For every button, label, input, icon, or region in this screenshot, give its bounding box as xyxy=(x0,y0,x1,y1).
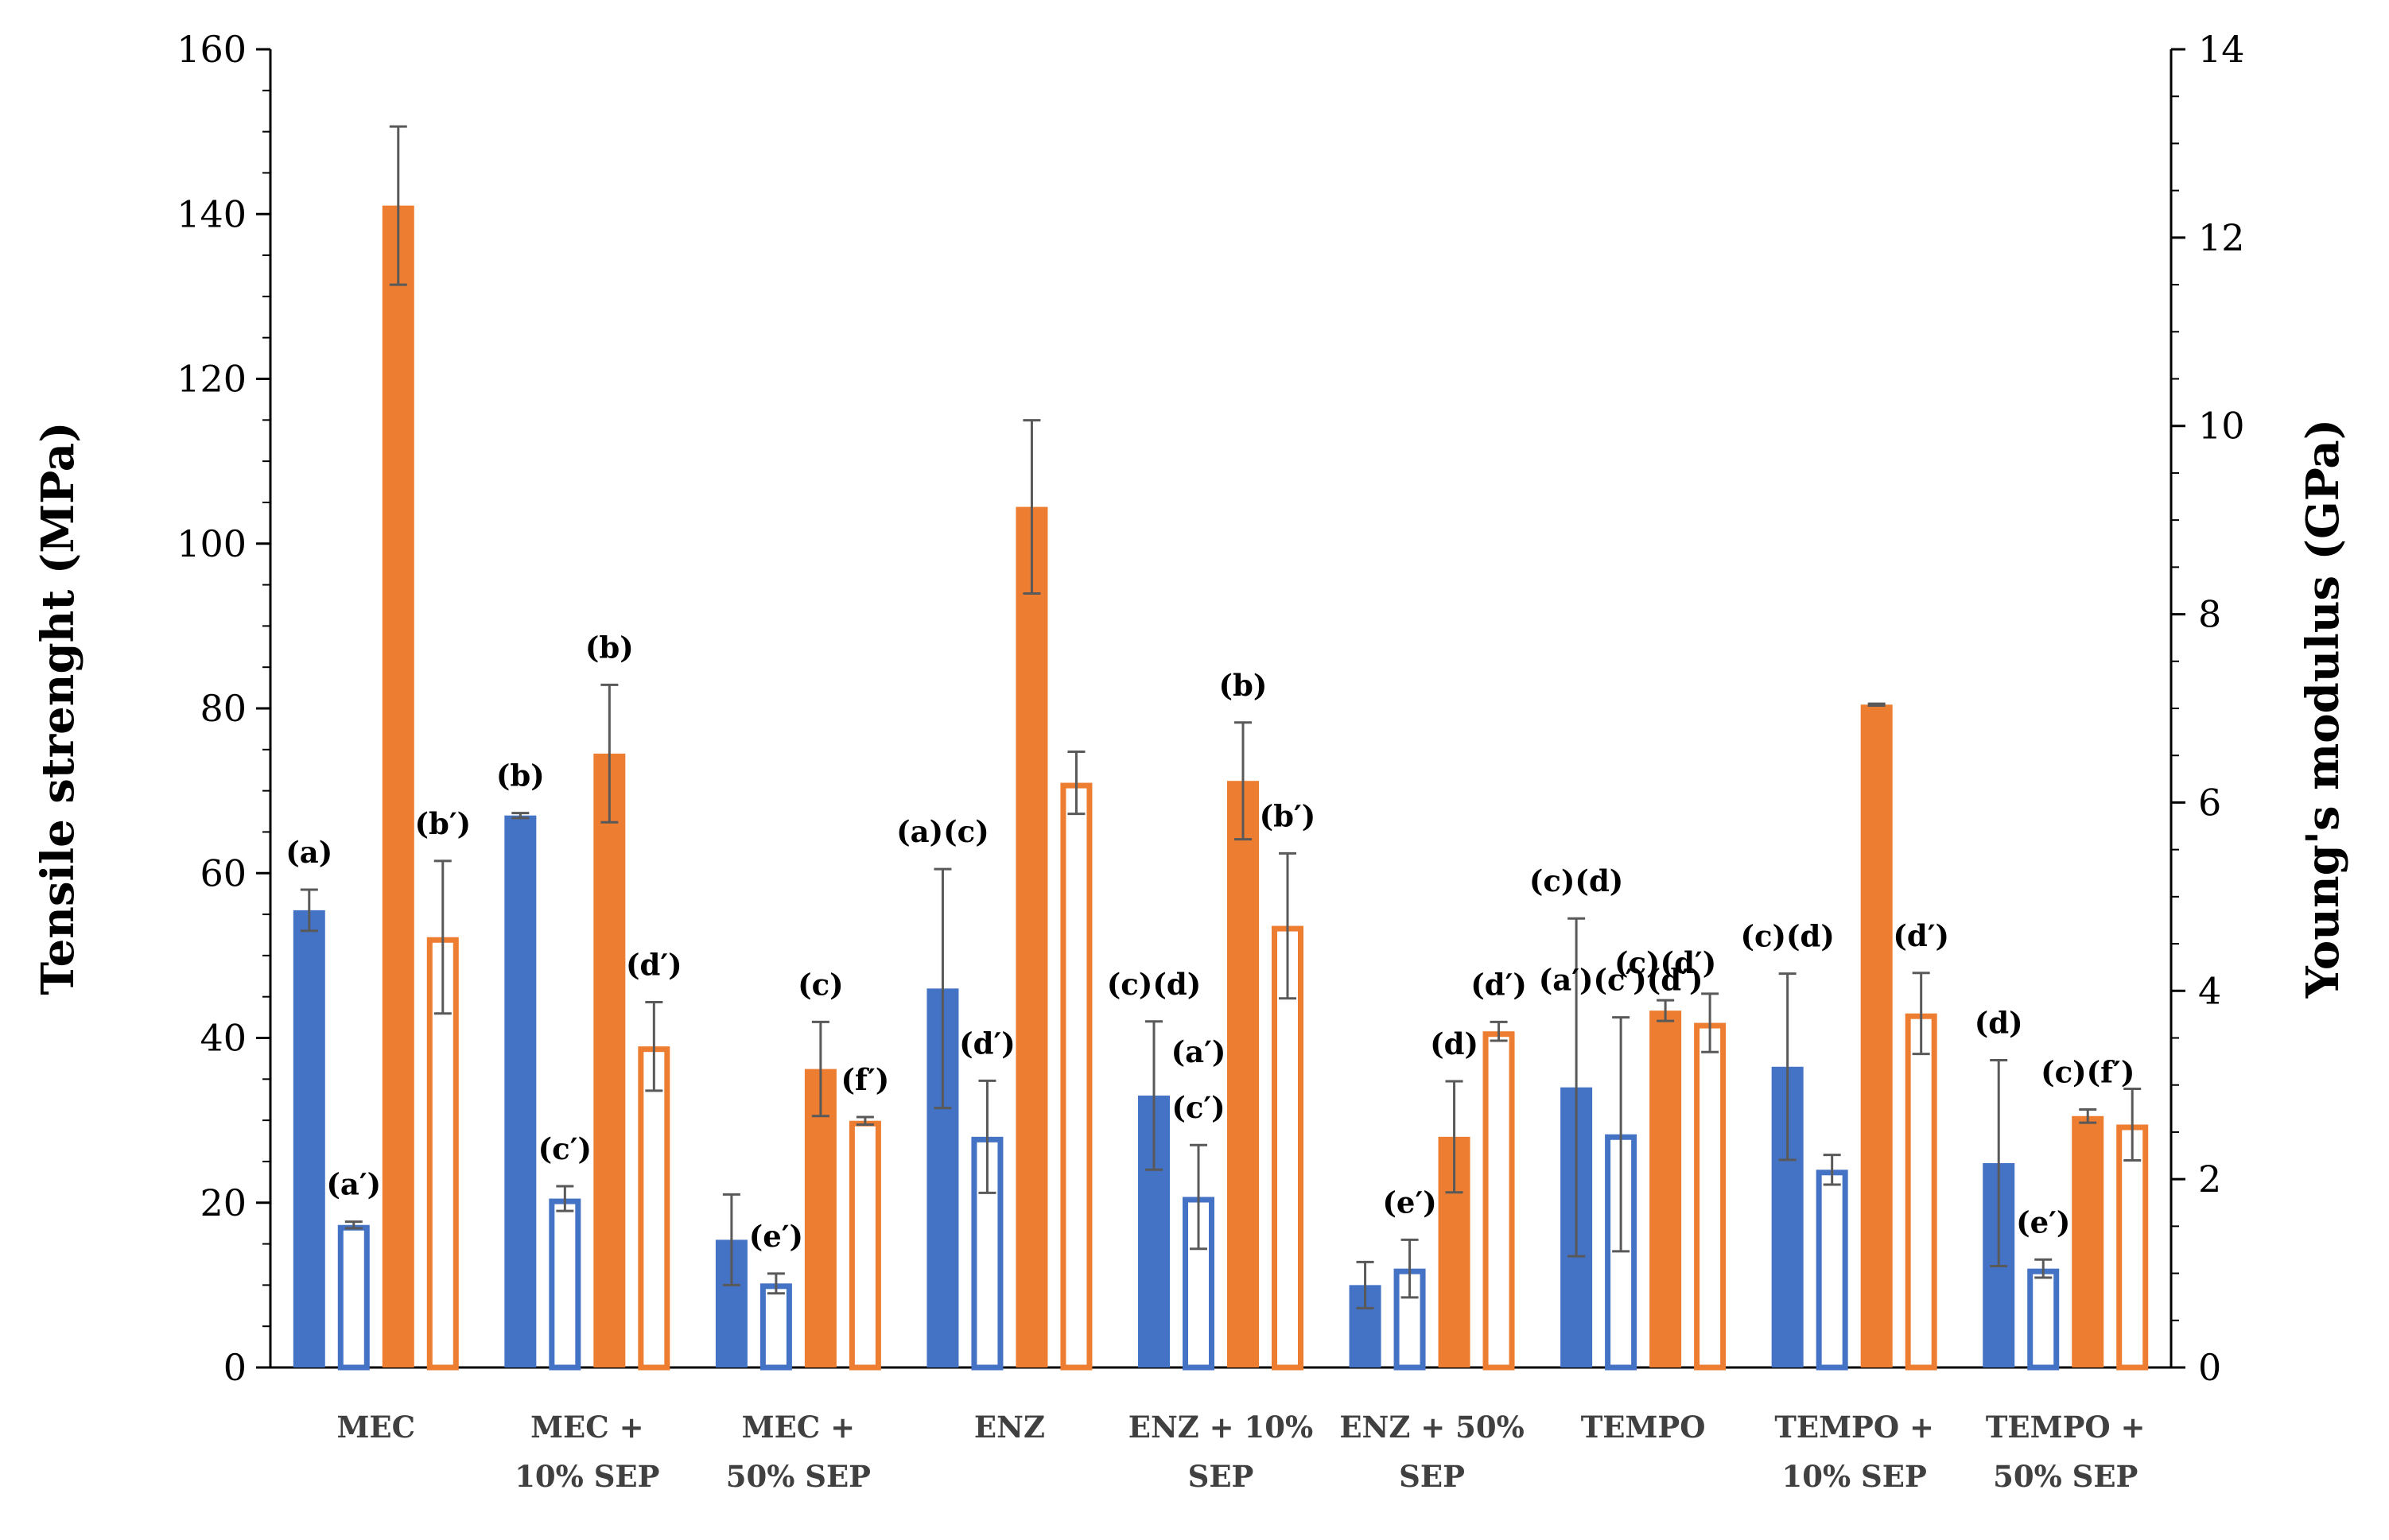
right-tick-label: 12 xyxy=(2198,216,2245,259)
left-tick-label: 40 xyxy=(200,1017,247,1060)
significance-label: (f′) xyxy=(841,1062,890,1097)
bar xyxy=(1482,1031,1515,1371)
y-axis-title-left: Tensile strenght (MPa) xyxy=(32,421,84,995)
left-tick-label: 120 xyxy=(177,358,247,401)
category-label: ENZ + 10% xyxy=(1128,1410,1313,1445)
category-label: TEMPO + xyxy=(1774,1410,1934,1445)
category-label: MEC xyxy=(336,1410,415,1445)
significance-label: (d) xyxy=(1975,1005,2023,1040)
category-label: 10% SEP xyxy=(1782,1459,1927,1494)
left-tick-label: 20 xyxy=(200,1181,247,1224)
right-tick-label: 8 xyxy=(2198,593,2221,636)
significance-label: (b′) xyxy=(1260,798,1316,833)
category-label: 50% SEP xyxy=(1993,1459,2138,1494)
right-tick-label: 10 xyxy=(2198,405,2245,448)
significance-label: (d′) xyxy=(626,947,682,982)
right-tick-label: 0 xyxy=(2198,1346,2221,1389)
bar xyxy=(1649,1011,1682,1367)
bar xyxy=(1227,781,1259,1367)
bar xyxy=(593,753,626,1367)
significance-label: (c)(d′) xyxy=(1614,945,1716,980)
bar xyxy=(504,815,537,1367)
right-tick-label: 4 xyxy=(2198,969,2221,1012)
left-tick-label: 0 xyxy=(223,1346,247,1389)
significance-label: (a)(c) xyxy=(896,814,989,849)
significance-label: (b) xyxy=(585,630,634,665)
bar xyxy=(2072,1115,2104,1367)
bar xyxy=(382,205,414,1367)
right-tick-label: 14 xyxy=(2198,28,2245,71)
bar xyxy=(549,1198,581,1371)
right-tick-label: 2 xyxy=(2198,1158,2221,1201)
category-label: MEC + xyxy=(742,1410,856,1445)
significance-label: (a′) xyxy=(326,1167,381,1202)
significance-label: (e′) xyxy=(2016,1204,2070,1239)
significance-label: (e′) xyxy=(749,1219,803,1254)
bar xyxy=(1060,782,1093,1371)
right-tick-label: 6 xyxy=(2198,781,2221,824)
left-tick-label: 60 xyxy=(200,851,247,894)
bar xyxy=(759,1283,792,1371)
bar xyxy=(337,1224,370,1371)
significance-label: (c′) xyxy=(1171,1090,1225,1125)
category-label: ENZ + 50% xyxy=(1339,1410,1524,1445)
significance-label: (d′) xyxy=(1470,967,1527,1002)
y-axis-title-right: Young's modulus (GPa) xyxy=(2297,419,2349,999)
category-label: MEC + xyxy=(530,1410,644,1445)
bar xyxy=(1694,1022,1727,1371)
significance-label: (d′) xyxy=(959,1026,1016,1061)
significance-label: (b) xyxy=(1219,668,1268,703)
category-label: 10% SEP xyxy=(515,1459,659,1494)
significance-label: (a′) xyxy=(1171,1034,1226,1069)
bar xyxy=(638,1046,670,1371)
significance-label: (e′) xyxy=(1382,1185,1436,1220)
significance-label: (a) xyxy=(286,835,332,870)
significance-label: (c′) xyxy=(538,1131,592,1166)
left-tick-label: 140 xyxy=(177,192,247,235)
bar xyxy=(1816,1170,1848,1371)
significance-label: (b) xyxy=(496,758,545,793)
significance-label: (c)(f′) xyxy=(2041,1055,2135,1090)
significance-label: (b′) xyxy=(414,806,471,841)
bar xyxy=(2027,1268,2060,1371)
significance-label: (c)(d) xyxy=(1529,863,1623,898)
bar xyxy=(293,910,325,1367)
bar xyxy=(849,1120,881,1371)
bar xyxy=(1016,506,1048,1367)
category-label: 50% SEP xyxy=(726,1459,871,1494)
significance-label: (c)(d) xyxy=(1107,967,1201,1002)
bar xyxy=(1860,704,1893,1367)
bar xyxy=(1905,1013,1937,1371)
significance-label: (d′) xyxy=(1893,918,1949,953)
category-label: SEP xyxy=(1399,1459,1465,1494)
category-label: TEMPO xyxy=(1581,1410,1706,1445)
category-label: SEP xyxy=(1188,1459,1254,1494)
bar xyxy=(804,1069,837,1367)
significance-label: (d) xyxy=(1430,1026,1478,1061)
significance-label: (a′)(c′)(d′) xyxy=(1539,963,1703,998)
significance-label: (c) xyxy=(798,967,844,1002)
left-tick-label: 80 xyxy=(200,687,247,730)
bar xyxy=(2116,1124,2149,1371)
category-label: ENZ xyxy=(974,1410,1045,1445)
category-label: TEMPO + xyxy=(1986,1410,2146,1445)
significance-label: (c)(d) xyxy=(1740,919,1834,954)
left-tick-label: 160 xyxy=(177,28,247,71)
left-tick-label: 100 xyxy=(177,522,247,565)
